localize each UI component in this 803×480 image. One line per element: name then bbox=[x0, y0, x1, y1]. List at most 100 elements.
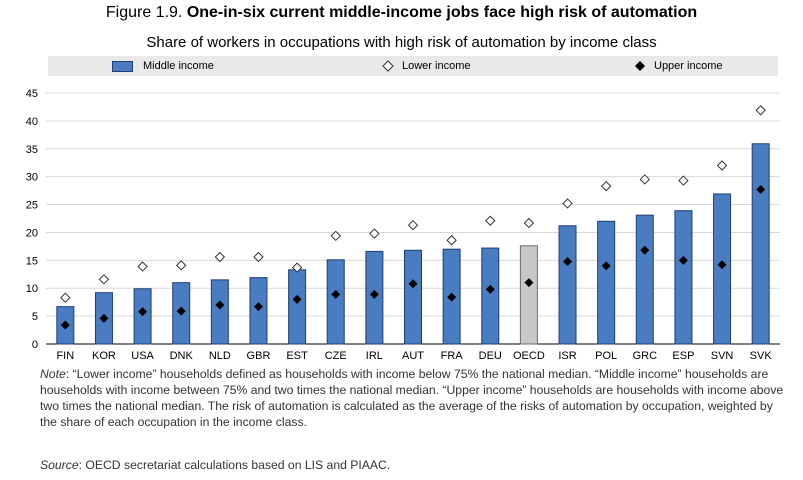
x-tick-label: OECD bbox=[513, 350, 545, 362]
lower-income-marker bbox=[600, 180, 612, 192]
y-tick-label: 40 bbox=[26, 116, 38, 128]
upper-income-marker bbox=[331, 289, 341, 299]
bar-deu bbox=[481, 247, 500, 345]
upper-income-marker bbox=[717, 260, 727, 270]
y-tick-label: 30 bbox=[26, 172, 38, 184]
note-text: : “Lower income” households defined as h… bbox=[40, 367, 784, 429]
x-tick-label: AUT bbox=[402, 350, 424, 362]
upper-income-marker bbox=[99, 313, 109, 323]
lower-income-marker bbox=[98, 274, 110, 285]
lower-income-marker bbox=[485, 215, 496, 226]
x-tick-label: SVK bbox=[750, 350, 773, 362]
chart-source: Source: OECD secretariat calculations ba… bbox=[40, 458, 390, 472]
legend-label-lower: Lower income bbox=[402, 60, 471, 72]
lower-income-marker bbox=[291, 262, 303, 273]
figure-title: Figure 1.9. One-in-six current middle-in… bbox=[0, 4, 803, 22]
y-tick-label: 0 bbox=[32, 339, 38, 351]
open-diamond-icon bbox=[382, 60, 394, 72]
y-tick-label: 10 bbox=[26, 283, 38, 295]
legend-label-middle: Middle income bbox=[143, 60, 214, 72]
x-tick-label: GBR bbox=[247, 350, 271, 362]
bar-pol bbox=[597, 220, 616, 345]
x-tick-label: IRL bbox=[366, 350, 383, 362]
x-tick-label: USA bbox=[131, 350, 154, 362]
x-tick-label: ESP bbox=[672, 350, 694, 362]
legend-label-upper: Upper income bbox=[654, 60, 723, 72]
lower-income-marker bbox=[755, 105, 766, 116]
x-tick-label: SVN bbox=[711, 350, 734, 362]
bar-svk bbox=[751, 143, 770, 345]
source-text: : OECD secretariat calculations based on… bbox=[78, 458, 391, 472]
filled-diamond-icon bbox=[635, 61, 645, 71]
x-tick-label: FRA bbox=[441, 350, 464, 362]
x-axis-ticks: FIN KOR USA DNK NLD GBR EST CZE IRL AUT FRA DEU OECD… bbox=[56, 350, 772, 362]
upper-income-marker bbox=[408, 279, 418, 289]
upper-income-marker bbox=[447, 292, 457, 302]
y-tick-label: 25 bbox=[26, 200, 38, 212]
figure-number: Figure 1.9. bbox=[105, 4, 183, 21]
y-tick-label: 5 bbox=[32, 311, 38, 323]
y-tick-label: 45 bbox=[26, 88, 38, 100]
y-axis-ticks: 0 5 10 15 20 25 30 35 40 45 bbox=[26, 88, 38, 351]
bar-nld bbox=[210, 279, 229, 345]
bar-aut bbox=[404, 249, 422, 345]
x-tick-label: NLD bbox=[209, 350, 231, 362]
bar-isr bbox=[558, 225, 577, 345]
bar-grc bbox=[635, 214, 654, 345]
lower-income-marker bbox=[716, 160, 728, 171]
x-tick-label: EST bbox=[286, 350, 308, 362]
upper-income-marker bbox=[176, 306, 186, 316]
lower-income-marker bbox=[678, 175, 689, 186]
note-label: Note bbox=[40, 367, 66, 381]
lower-income-marker bbox=[330, 230, 341, 241]
x-tick-label: FIN bbox=[56, 350, 74, 362]
upper-income-marker bbox=[215, 300, 225, 310]
x-tick-label: GRC bbox=[633, 350, 658, 362]
lower-income-marker bbox=[407, 219, 419, 231]
upper-income-marker bbox=[563, 256, 573, 266]
lower-income-marker bbox=[137, 261, 148, 272]
upper-income-marker bbox=[369, 289, 379, 299]
upper-income-marker bbox=[485, 284, 495, 294]
x-tick-label: ISR bbox=[558, 350, 576, 362]
bar-oecd bbox=[519, 245, 538, 345]
bars bbox=[56, 143, 770, 345]
legend-bar-swatch bbox=[112, 60, 133, 72]
source-label: Source bbox=[40, 458, 79, 472]
bar-cze bbox=[326, 259, 345, 345]
legend-item-upper: Upper income bbox=[634, 59, 722, 73]
x-tick-label: KOR bbox=[92, 350, 116, 362]
lower-income-marker bbox=[639, 174, 650, 185]
bar-est bbox=[288, 269, 307, 345]
upper-income-marker bbox=[138, 307, 148, 317]
x-tick-label: CZE bbox=[325, 350, 347, 362]
upper-income-marker bbox=[601, 261, 611, 271]
bar-chart: 0 5 10 15 20 25 30 35 40 45 FIN KOR USA DNK NLD GBR EST… bbox=[26, 88, 780, 362]
x-tick-label: POL bbox=[595, 350, 617, 362]
upper-income-marker bbox=[253, 302, 263, 312]
y-tick-label: 35 bbox=[26, 144, 38, 156]
x-tick-label: DEU bbox=[479, 350, 502, 362]
upper-income-marker bbox=[640, 245, 650, 255]
legend-item-lower: Lower income bbox=[382, 59, 470, 73]
upper-income-marker bbox=[756, 184, 766, 194]
y-tick-label: 15 bbox=[26, 255, 38, 267]
lower-income-marker bbox=[446, 235, 457, 246]
grid-lines bbox=[46, 92, 780, 345]
lower-income-marker bbox=[253, 251, 264, 263]
lower-income-marker bbox=[523, 217, 535, 229]
legend-item-middle: Middle income bbox=[112, 59, 214, 73]
lower-income-marker bbox=[60, 292, 71, 303]
upper-income-marker bbox=[292, 294, 302, 304]
upper-income-marker bbox=[60, 320, 70, 330]
chart-legend: Middle income Lower income Upper income bbox=[48, 56, 778, 76]
x-tick-label: DNK bbox=[170, 350, 194, 362]
markers bbox=[60, 105, 766, 330]
y-tick-label: 20 bbox=[26, 227, 38, 239]
figure-headline: One-in-six current middle-income jobs fa… bbox=[186, 4, 698, 21]
lower-income-marker bbox=[562, 198, 573, 209]
bar-esp bbox=[674, 210, 693, 345]
lower-income-marker bbox=[176, 260, 187, 271]
upper-income-marker bbox=[524, 278, 534, 288]
lower-income-marker bbox=[369, 228, 380, 239]
